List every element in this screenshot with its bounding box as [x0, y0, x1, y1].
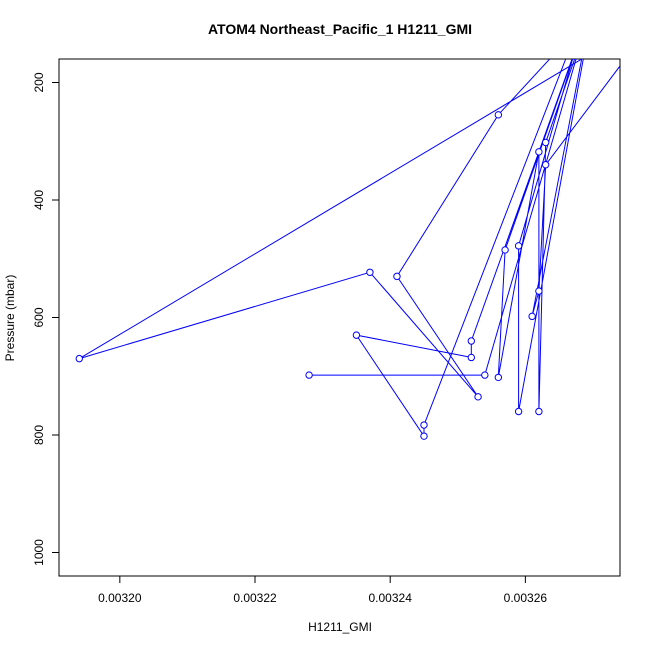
y-tick-label: 200 — [32, 72, 46, 92]
data-point — [481, 371, 489, 379]
series-layer — [75, 0, 620, 440]
data-point — [366, 268, 374, 276]
x-tick-label: 0.00326 — [504, 591, 548, 605]
data-point — [393, 272, 401, 281]
data-point — [528, 312, 536, 321]
data-point — [305, 371, 313, 379]
y-tick-label: 800 — [32, 425, 46, 445]
x-tick-label: 0.00322 — [233, 591, 277, 605]
data-point — [535, 148, 543, 156]
data-point — [474, 393, 482, 401]
data-point — [75, 354, 83, 363]
data-point — [535, 407, 543, 416]
y-tick-label: 1000 — [32, 539, 46, 566]
data-point — [514, 242, 523, 250]
data-point — [467, 353, 476, 362]
data-point — [514, 407, 523, 416]
data-point — [590, 3, 596, 9]
x-axis: 0.00320 0.00322 0.00324 0.00326 — [98, 576, 547, 605]
y-axis-label: Pressure (mbar) — [3, 275, 17, 362]
data-point — [590, 0, 596, 3]
x-tick-label: 0.00324 — [368, 591, 412, 605]
data-point — [541, 138, 550, 147]
data-point — [420, 432, 428, 440]
series-line — [79, 59, 620, 438]
data-point — [563, 38, 569, 44]
y-tick-label: 600 — [32, 307, 46, 327]
data-point — [420, 421, 428, 429]
x-axis-label: H1211_GMI — [308, 620, 372, 634]
data-point — [541, 161, 550, 169]
data-point — [467, 337, 476, 345]
data-point — [494, 373, 503, 382]
y-tick-label: 400 — [32, 190, 46, 210]
data-point — [352, 331, 361, 339]
x-tick-label: 0.00320 — [98, 591, 142, 605]
data-point — [494, 111, 503, 119]
chart-title: ATOM4 Northeast_Pacific_1 H1211_GMI — [208, 21, 472, 37]
data-point — [501, 246, 509, 254]
y-axis: 200 400 600 800 1000 — [32, 72, 59, 566]
data-point — [535, 287, 543, 295]
data-point — [590, 0, 596, 3]
